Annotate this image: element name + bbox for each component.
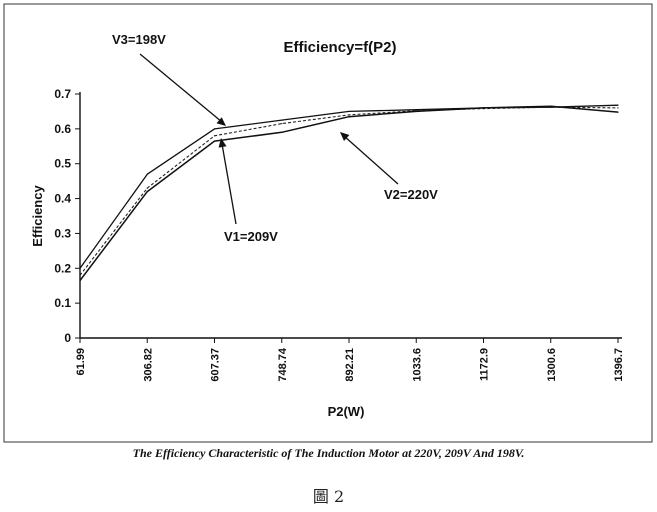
x-tick-label: 1300.6 <box>546 348 558 382</box>
data-point <box>617 104 619 106</box>
data-point <box>79 267 81 269</box>
chart-frame <box>3 3 653 443</box>
y-axis-label: Efficiency <box>30 185 45 247</box>
series-annotation-label: V2=220V <box>384 187 438 202</box>
data-point <box>79 274 81 276</box>
data-point <box>348 110 350 113</box>
data-point <box>617 107 619 109</box>
y-tick-label: 0.4 <box>54 192 71 206</box>
x-tick-label: 1033.6 <box>411 348 423 382</box>
chart-title: Efficiency=f(P2) <box>284 39 397 56</box>
figure-caption: The Efficiency Characteristic of The Ind… <box>132 446 525 460</box>
data-point <box>146 191 148 193</box>
data-point <box>415 109 417 111</box>
y-tick-label: 0.3 <box>54 226 71 240</box>
figure-label: 圖 2 <box>312 487 345 506</box>
series-annotation-label: V1=209V <box>224 229 278 244</box>
data-point <box>281 123 283 125</box>
y-tick-label: 0.1 <box>54 296 71 310</box>
x-tick-label: 306.82 <box>142 348 154 382</box>
x-tick-label: 1396.7 <box>613 348 625 382</box>
series-line <box>79 104 619 269</box>
x-tick-label: 1172.9 <box>479 348 491 381</box>
data-point <box>146 173 148 175</box>
series-line <box>79 105 619 281</box>
y-tick-label: 0.7 <box>54 87 71 101</box>
y-tick-label: 0.2 <box>54 261 71 275</box>
data-point <box>348 116 350 118</box>
data-point <box>281 119 283 121</box>
data-point <box>213 128 216 130</box>
series-annotation-label: V3=198V <box>112 32 166 47</box>
data-point <box>617 111 619 113</box>
data-point <box>348 114 350 116</box>
x-axis-label: P2(W) <box>328 404 365 419</box>
x-tick-label: 607.37 <box>210 348 222 382</box>
x-tick-label: 892.21 <box>344 348 356 382</box>
x-tick-label: 748.74 <box>277 347 289 382</box>
data-point <box>213 135 216 137</box>
data-point <box>550 105 552 107</box>
x-tick-label: 61.99 <box>75 348 87 376</box>
data-point <box>79 279 81 282</box>
data-point <box>146 187 148 189</box>
annotation-arrow-line <box>221 143 237 225</box>
annotation-arrowhead <box>340 132 350 141</box>
data-point <box>281 131 283 133</box>
annotation-arrow-line <box>343 135 399 185</box>
annotation-arrow-line <box>139 53 223 123</box>
data-point <box>213 140 216 142</box>
annotation-arrowhead <box>218 138 227 148</box>
series-line <box>79 106 619 276</box>
y-tick-label: 0 <box>64 331 71 345</box>
y-tick-label: 0.6 <box>54 122 71 136</box>
annotation-arrowhead <box>216 117 226 126</box>
data-point <box>415 110 417 113</box>
data-point <box>482 107 485 109</box>
y-tick-label: 0.5 <box>54 157 71 171</box>
